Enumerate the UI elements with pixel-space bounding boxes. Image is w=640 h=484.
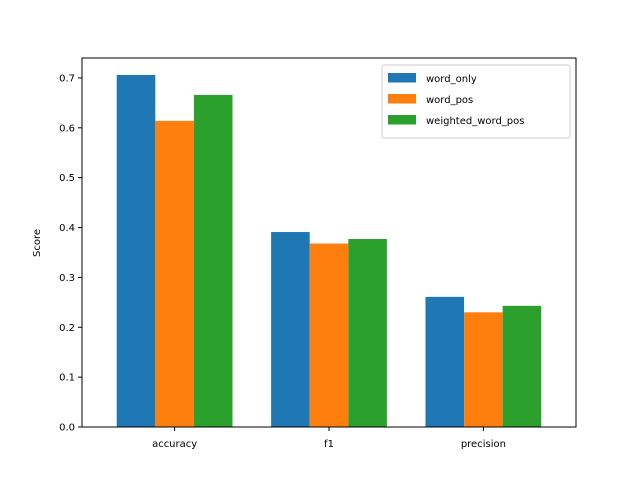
legend-label-weighted_word_pos: weighted_word_pos [426, 116, 524, 127]
legend: word_only word_pos weighted_word_pos [381, 64, 571, 139]
x-tick-label: f1 [324, 439, 334, 450]
bar-word_pos-accuracy [155, 120, 194, 427]
y-tick-label: 0.0 [59, 423, 75, 434]
bar-weighted_word_pos-f1 [348, 239, 387, 427]
bar-weighted_word_pos-accuracy [193, 94, 233, 428]
bar-word_pos-f1 [309, 243, 349, 427]
y-tick-label: 0.6 [59, 123, 75, 134]
bar-word_pos-precision [464, 312, 503, 427]
legend-swatch-word_pos [388, 94, 416, 104]
y-tick-label: 0.3 [59, 273, 75, 284]
bars-layer [116, 74, 542, 428]
x-tick-label: precision [461, 439, 506, 450]
legend-swatch-word_only [388, 73, 416, 83]
legend-label-word_pos: word_pos [426, 95, 473, 106]
bar-word_only-accuracy [116, 74, 156, 427]
bar-weighted_word_pos-precision [502, 305, 542, 427]
axes-layer: 0.0 0.1 0.2 0.3 0.4 0.5 0.6 0.7 accuracy f1 precis… [59, 57, 577, 450]
bar-word_only-f1 [271, 232, 310, 427]
y-axis-label: Score [32, 229, 43, 257]
legend-swatch-weighted_word_pos [388, 115, 416, 125]
y-tick-label: 0.7 [59, 73, 75, 84]
y-tick-label: 0.2 [59, 323, 75, 334]
y-tick-label: 0.1 [59, 373, 75, 384]
y-tick-label: 0.5 [59, 173, 75, 184]
bar-word_only-precision [425, 296, 465, 427]
y-tick-label: 0.4 [59, 223, 75, 234]
legend-label-word_only: word_only [426, 74, 477, 85]
x-tick-label: accuracy [152, 439, 197, 450]
legend-box [381, 64, 571, 139]
